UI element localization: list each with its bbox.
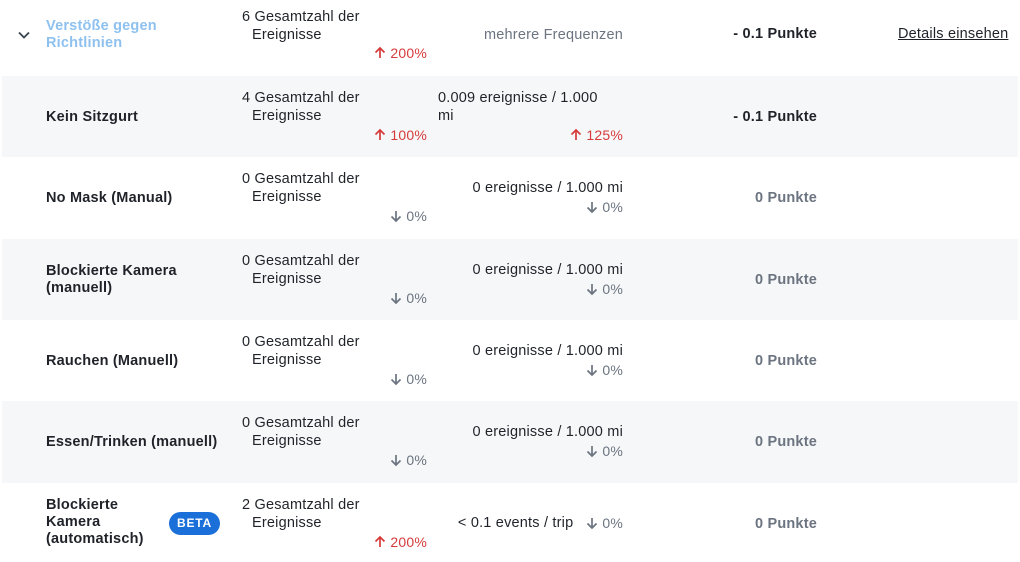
frequency-value: mehrere Frequenzen: [483, 27, 623, 43]
frequency-change-value: 0%: [602, 199, 623, 215]
arrow-down-icon: [587, 202, 598, 214]
arrow-down-icon: [587, 365, 598, 377]
total-change-value: 0%: [406, 371, 427, 387]
table-row: Rauchen (Manuell) 0 Gesamtzahl der Ereign…: [2, 320, 1018, 401]
total-events-cell: 2 Gesamtzahl der Ereignisse 200%: [242, 496, 427, 554]
total-events-unit: Ereignisse: [252, 352, 322, 368]
total-events-label: 2 Gesamtzahl der: [242, 497, 360, 513]
frequency-cell: mehrere Frequenzen: [438, 26, 623, 44]
frequency-value: 0 ereignisse / 1.000 mi: [472, 424, 623, 440]
total-change-value: 200%: [390, 45, 427, 61]
arrow-up-icon: [375, 128, 386, 140]
arrow-down-icon: [587, 518, 598, 530]
total-events-unit: Ereignisse: [252, 271, 322, 287]
total-change: 200%: [373, 533, 427, 551]
frequency-change-value: 0%: [602, 362, 623, 378]
frequency-cell: 0 ereignisse / 1.000 mi 0%: [438, 261, 623, 301]
total-events-cell: 4 Gesamtzahl der Ereignisse 100%: [242, 89, 427, 147]
total-change-value: 200%: [390, 534, 427, 550]
frequency-value: 0 ereignisse / 1.000 mi: [472, 180, 623, 196]
total-events-cell: 0 Gesamtzahl der Ereignisse 0%: [242, 252, 427, 310]
arrow-down-icon: [391, 374, 402, 386]
total-events-label: 0 Gesamtzahl der: [242, 253, 360, 269]
total-change: 100%: [373, 126, 427, 144]
group-row-policy-violations[interactable]: Verstöße gegen Richtlinien 6 Gesamtzahl …: [2, 0, 1018, 76]
table-row: Kein Sitzgurt 4 Gesamtzahl der Ereignisse…: [2, 76, 1018, 157]
frequency-value: 0 ereignisse / 1.000 mi: [472, 343, 623, 359]
points-value: 0 Punkte: [754, 516, 817, 532]
frequency-change: 0%: [585, 442, 623, 460]
frequency-change: 125%: [569, 126, 623, 144]
table-row: Blockierte Kamera (manuell) 0 Gesamtzahl…: [2, 239, 1018, 320]
total-events-cell: 0 Gesamtzahl der Ereignisse 0%: [242, 333, 427, 391]
table-row: Essen/Trinken (manuell) 0 Gesamtzahl der…: [2, 401, 1018, 483]
arrow-down-icon: [587, 446, 598, 458]
total-events-label: 0 Gesamtzahl der: [242, 334, 360, 350]
frequency-value: 0.009 ereignisse / 1.000 mi: [438, 90, 598, 124]
total-change: 0%: [389, 370, 427, 388]
arrow-up-icon: [375, 46, 386, 58]
frequency-change-value: 0%: [602, 515, 623, 531]
group-name[interactable]: Verstöße gegen Richtlinien: [46, 18, 157, 51]
total-events-label: 0 Gesamtzahl der: [242, 171, 360, 187]
arrow-down-icon: [391, 455, 402, 467]
frequency-change: 0%: [585, 515, 623, 531]
frequency-change: 0%: [585, 361, 623, 379]
arrow-up-icon: [571, 128, 582, 140]
total-change-value: 0%: [406, 208, 427, 224]
row-name: Blockierte Kamera (manuell): [46, 263, 177, 296]
row-name: Rauchen (Manuell): [46, 353, 179, 369]
total-events-label: 0 Gesamtzahl der: [242, 415, 360, 431]
table-row: No Mask (Manual) 0 Gesamtzahl der Ereigni…: [2, 157, 1018, 239]
frequency-cell: < 0.1 events / trip 0%: [438, 515, 623, 531]
total-change: 200%: [373, 44, 427, 62]
arrow-up-icon: [375, 535, 386, 547]
table-row: Blockierte Kamera (automatisch) BETA 2 G…: [2, 483, 1018, 562]
chevron-down-icon[interactable]: [16, 27, 32, 43]
total-events-cell: 0 Gesamtzahl der Ereignisse 0%: [242, 414, 427, 472]
frequency-cell: 0.009 ereignisse / 1.000 mi 125%: [438, 89, 623, 147]
points-value: - 0.1 Punkte: [733, 109, 817, 125]
frequency-change-value: 0%: [602, 443, 623, 459]
total-events-unit: Ereignisse: [252, 433, 322, 449]
row-name: Essen/Trinken (manuell): [46, 434, 218, 450]
total-change-value: 100%: [390, 127, 427, 143]
row-name: No Mask (Manual): [46, 190, 173, 206]
frequency-change-value: 0%: [602, 281, 623, 297]
total-change: 0%: [389, 451, 427, 469]
total-change: 0%: [389, 289, 427, 307]
points-value: 0 Punkte: [754, 353, 817, 369]
total-change-value: 0%: [406, 290, 427, 306]
frequency-change-value: 125%: [586, 127, 623, 143]
row-name: Kein Sitzgurt: [46, 109, 139, 125]
row-name: Blockierte Kamera (automatisch): [46, 497, 144, 547]
frequency-value: 0 ereignisse / 1.000 mi: [472, 262, 623, 278]
total-events-unit: Ereignisse: [252, 515, 322, 531]
points-value: - 0.1 Punkte: [733, 26, 817, 42]
points-value: 0 Punkte: [754, 190, 817, 206]
arrow-down-icon: [391, 293, 402, 305]
frequency-change: 0%: [585, 280, 623, 298]
total-events-label: 4 Gesamtzahl der: [242, 90, 360, 106]
total-events-cell: 0 Gesamtzahl der Ereignisse 0%: [242, 170, 427, 228]
total-events-unit: Ereignisse: [252, 189, 322, 205]
arrow-down-icon: [391, 211, 402, 223]
points-value: 0 Punkte: [754, 272, 817, 288]
total-events-cell: 6 Gesamtzahl der Ereignisse 200%: [242, 8, 427, 64]
frequency-value: < 0.1 events / trip: [457, 515, 574, 531]
total-events-label: 6 Gesamtzahl der: [242, 9, 360, 25]
total-change-value: 0%: [406, 452, 427, 468]
details-link[interactable]: Details einsehen: [898, 26, 1009, 42]
total-events-unit: Ereignisse: [252, 108, 322, 124]
frequency-change: 0%: [585, 198, 623, 216]
beta-badge: BETA: [169, 512, 220, 535]
frequency-cell: 0 ereignisse / 1.000 mi 0%: [438, 179, 623, 219]
points-value: 0 Punkte: [754, 434, 817, 450]
frequency-cell: 0 ereignisse / 1.000 mi 0%: [438, 342, 623, 382]
total-events-unit: Ereignisse: [252, 27, 322, 43]
frequency-cell: 0 ereignisse / 1.000 mi 0%: [438, 423, 623, 463]
arrow-down-icon: [587, 284, 598, 296]
total-change: 0%: [389, 207, 427, 225]
